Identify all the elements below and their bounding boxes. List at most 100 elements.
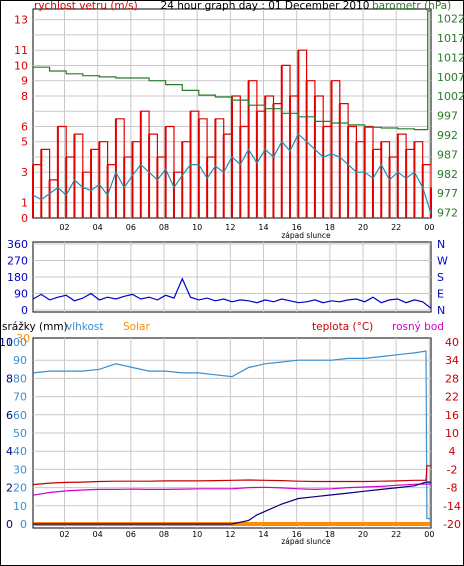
compass-label: E (437, 288, 444, 301)
solar-axis-label: Solar (123, 321, 150, 333)
bottom-series-group (32, 350, 431, 526)
temperature-tick-label: 4 (449, 445, 456, 458)
temperature-tick-label: 16 (445, 409, 459, 422)
temperature-line (32, 465, 431, 486)
x-tick-label: 12 (225, 530, 235, 539)
x-tick-label: 06 (126, 223, 136, 232)
compass-label: N (437, 304, 445, 317)
gust-line (32, 133, 432, 214)
wind-tick-label: 13 (14, 14, 28, 27)
direction-tick-label: 360 (7, 238, 28, 251)
wind-tick-label: 3 (21, 166, 28, 179)
baro-tick-label: 997 (437, 110, 458, 123)
direction-tick-label: 0 (21, 304, 28, 317)
humidity-tick-label: 40 (13, 445, 27, 458)
baro-tick-label: 992 (437, 129, 458, 142)
direction-line (32, 277, 432, 309)
x-tick-label: 02 (59, 530, 69, 539)
wind-tick-label: 6 (21, 120, 28, 133)
baro-right-ticks: 972 977 982 987 992 997 1002 1007 1012 1017 1022 (437, 13, 464, 220)
wind-tick-label: 1 (21, 197, 28, 210)
x-tick-label: 18 (325, 530, 335, 539)
humidity-tick-label: 10 (13, 500, 27, 513)
baro-tick-label: 977 (437, 187, 458, 200)
rain-tick-label: 8 (6, 372, 13, 385)
humidity-tick-label: 100 (6, 336, 27, 349)
baro-tick-label: 1007 (437, 71, 464, 84)
humidity-tick-label: 30 (13, 463, 27, 476)
rain-axis-label: srážky (mm) (2, 321, 68, 333)
wind-x-ticks: 02 04 06 08 10 12 14 16 18 20 22 00 (59, 223, 434, 232)
rain-tick-label: 4 (6, 445, 13, 458)
temperature-tick-label: -14 (443, 500, 461, 513)
rain-line (33, 481, 431, 525)
x-tick-label: 16 (292, 530, 302, 539)
direction-tick-label: 270 (7, 255, 28, 268)
chart-title: 24 hour graph day : 01 December 2010 (161, 0, 370, 12)
temperature-tick-label: 34 (445, 354, 459, 367)
baro-tick-label: 1002 (437, 90, 464, 103)
humidity-tick-label: 70 (13, 391, 27, 404)
baro-tick-label: 972 (437, 207, 458, 220)
humidity-tick-label: 20 (13, 482, 27, 495)
compass-label: S (437, 271, 444, 284)
x-tick-label: 20 (358, 530, 368, 539)
compass-label: N (437, 238, 445, 251)
wind-tick-label: 5 (21, 136, 28, 149)
temperature-tick-label: 10 (445, 427, 459, 440)
barometer-line (33, 10, 431, 131)
x-tick-label: 08 (159, 530, 169, 539)
x-tick-label: 00 (424, 223, 434, 232)
temperature-tick-label: -20 (443, 518, 461, 531)
temperature-tick-label: -2 (447, 463, 458, 476)
humidity-tick-label: 60 (13, 409, 27, 422)
direction-left-ticks: 0 90 180 270 360 (7, 238, 28, 317)
x-tick-label: 04 (93, 530, 103, 539)
x-tick-label: 10 (192, 223, 202, 232)
baro-tick-label: 987 (437, 148, 458, 161)
temperature-right-ticks: -20 -14 -8 -2 4 10 16 22 28 34 40 (443, 336, 461, 531)
temperature-tick-label: 22 (445, 391, 459, 404)
x-tick-label: 06 (126, 530, 136, 539)
temperature-tick-label: 40 (445, 336, 459, 349)
temperature-tick-label: 28 (445, 372, 459, 385)
humidity-tick-label: 50 (13, 427, 27, 440)
sunset-label-bottom: západ slunce (281, 537, 331, 546)
dewpoint-axis-label: rosný bod (392, 321, 444, 333)
humidity-tick-label: 90 (13, 354, 27, 367)
bottom-x-ticks: 02 04 06 08 10 12 14 16 18 20 22 00 (59, 530, 434, 539)
rain-tick-label: 2 (6, 482, 13, 495)
x-tick-label: 04 (93, 223, 103, 232)
humidity-axis-label: vlhkost (66, 321, 104, 333)
direction-series-group (32, 277, 432, 309)
humidity-line (32, 350, 431, 520)
humidity-tick-label: 80 (13, 372, 27, 385)
direction-tick-label: 90 (14, 288, 28, 301)
wind-axis-label: rychlost vetru (m/s) (34, 0, 138, 12)
x-tick-label: 08 (159, 223, 169, 232)
baro-tick-label: 1012 (437, 51, 464, 64)
rain-tick-label: 0 (6, 518, 13, 531)
baro-axis-label: barometr (hPa) (372, 0, 451, 12)
baro-tick-label: 982 (437, 168, 458, 181)
direction-grid (33, 242, 431, 312)
temperature-tick-label: -8 (447, 482, 458, 495)
solar-tick-label: 30 (16, 332, 30, 345)
dewpoint-line (32, 483, 431, 496)
rain-tick-label: 10 (0, 336, 13, 349)
wind-tick-label: 11 (14, 44, 28, 57)
x-tick-label: 16 (292, 223, 302, 232)
wind-tick-label: 8 (21, 90, 28, 103)
x-tick-label: 14 (258, 223, 268, 232)
x-tick-label: 00 (424, 530, 434, 539)
x-tick-label: 20 (358, 223, 368, 232)
compass-label: W (437, 255, 448, 268)
baro-tick-label: 1017 (437, 32, 464, 45)
direction-tick-label: 180 (7, 271, 28, 284)
baro-tick-label: 1022 (437, 13, 464, 26)
